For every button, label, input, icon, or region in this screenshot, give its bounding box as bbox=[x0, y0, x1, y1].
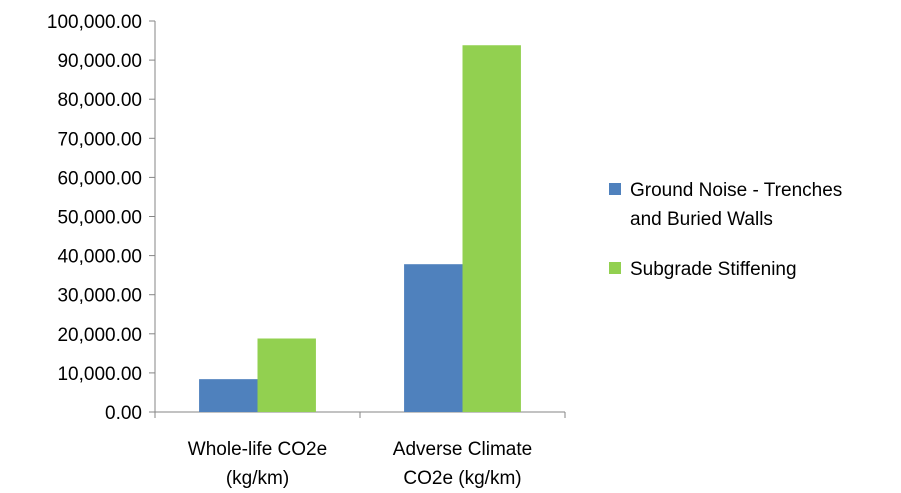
legend-label: Subgrade Stiffening bbox=[630, 259, 797, 280]
x-category-label: Whole-life CO2e (kg/km) bbox=[188, 439, 327, 489]
y-tick-label: 60,000.00 bbox=[57, 168, 142, 189]
bar bbox=[257, 338, 316, 412]
legend-label: Ground Noise - Trenches and Buried Walls bbox=[630, 180, 842, 230]
y-tick-label: 80,000.00 bbox=[57, 90, 142, 111]
bars bbox=[199, 45, 521, 412]
legend-swatch bbox=[609, 183, 621, 195]
y-tick-label: 30,000.00 bbox=[57, 286, 142, 307]
legend: Ground Noise - Trenches and Buried Walls S… bbox=[609, 180, 842, 280]
x-category-label: Adverse Climate CO2e (kg/km) bbox=[393, 439, 532, 489]
y-tick-label: 50,000.00 bbox=[57, 208, 142, 229]
y-tick-label: 10,000.00 bbox=[57, 364, 142, 385]
bar bbox=[199, 379, 258, 412]
y-tick-label: 90,000.00 bbox=[57, 51, 142, 72]
y-tick-label: 70,000.00 bbox=[57, 129, 142, 150]
x-axis: Whole-life CO2e (kg/km) Adverse Climate CO2… bbox=[154, 411, 566, 489]
bar bbox=[404, 264, 463, 412]
y-tick-label: 20,000.00 bbox=[57, 325, 142, 346]
y-tick-label: 100,000.00 bbox=[47, 12, 142, 33]
legend-swatch bbox=[609, 262, 621, 274]
bar bbox=[462, 45, 521, 412]
y-tick-label: 40,000.00 bbox=[57, 247, 142, 268]
y-tick-label: 0.00 bbox=[105, 403, 142, 424]
y-axis: 0.00 10,000.00 20,000.00 30,000.00 40,000.00… bbox=[47, 12, 156, 424]
